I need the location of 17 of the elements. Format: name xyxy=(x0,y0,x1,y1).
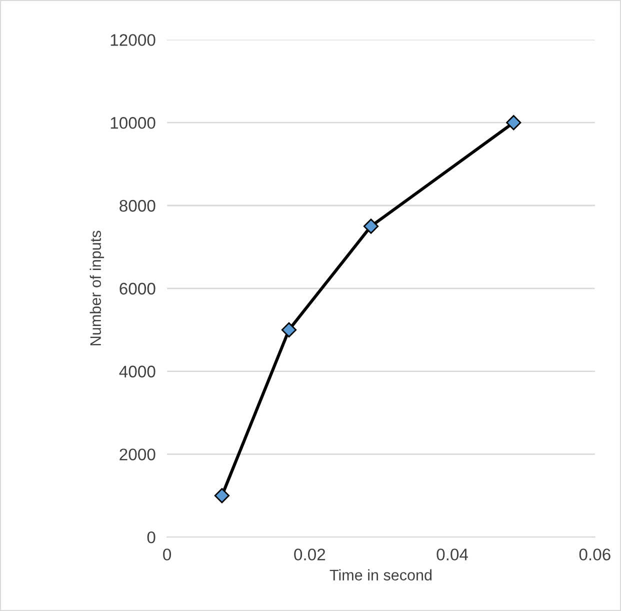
x-tick-label: 0 xyxy=(163,548,172,560)
y-tick-label: 0 xyxy=(147,531,156,544)
x-axis-title: Time in second xyxy=(330,569,432,580)
point xyxy=(363,218,379,234)
point xyxy=(214,488,230,504)
y-tick-label: 2000 xyxy=(120,448,156,460)
y-tick-label: 6000 xyxy=(120,282,156,295)
y-tick-label: 10000 xyxy=(110,117,156,129)
y-tick-label: 12000 xyxy=(110,34,156,46)
x-tick-label: 0.06 xyxy=(579,548,610,560)
y-tick-label: 4000 xyxy=(119,366,156,378)
x-tick-label: 0.02 xyxy=(294,548,326,560)
y-tick-label: 8000 xyxy=(120,200,156,212)
y-axis-title: Number of inputs xyxy=(90,230,104,346)
point xyxy=(506,115,522,130)
point xyxy=(281,322,297,338)
x-tick-label: 0.04 xyxy=(436,548,468,560)
